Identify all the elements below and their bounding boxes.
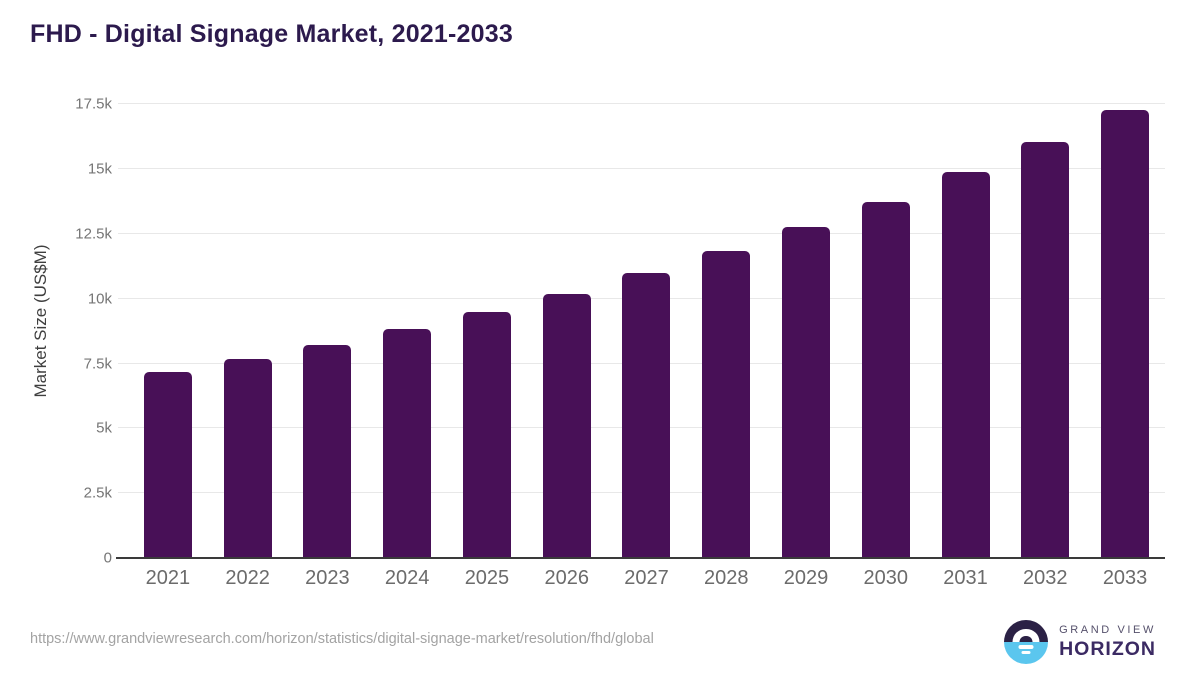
bar-2021: [143, 371, 192, 558]
bar-2027: [622, 273, 671, 558]
x-tick-label: 2024: [384, 567, 430, 589]
gridline: [118, 168, 1165, 170]
brand-logo: GRAND VIEW HORIZON: [1004, 620, 1156, 664]
bar-2030: [861, 201, 910, 558]
gridline: [118, 103, 1165, 105]
x-tick-label: 2029: [783, 567, 829, 589]
chart-title: FHD - Digital Signage Market, 2021-2033: [30, 20, 513, 48]
gridline: [118, 233, 1165, 235]
x-tick-label: 2023: [305, 567, 350, 589]
y-tick-label: 5k: [96, 419, 112, 437]
y-tick-label: 12.5k: [75, 225, 112, 243]
y-tick-label: 10k: [87, 290, 112, 308]
x-tick-label: 2021: [145, 567, 191, 589]
x-tick-label: 2031: [943, 567, 988, 589]
x-tick-label: 2026: [544, 567, 589, 589]
bar-2026: [542, 293, 591, 558]
bar-2022: [223, 358, 272, 558]
y-tick-label: 2.5k: [83, 484, 112, 502]
bar-2029: [782, 227, 830, 558]
x-tick-label: 2022: [225, 567, 270, 589]
x-tick-label: 2025: [464, 567, 510, 589]
x-tick-label: 2032: [1023, 567, 1068, 589]
logo-product-name: HORIZON: [1059, 637, 1156, 660]
plot-area: [116, 85, 1165, 559]
logo-text: GRAND VIEW HORIZON: [1059, 623, 1156, 660]
x-tick-label: 2033: [1102, 567, 1148, 589]
bar-2033: [1101, 109, 1150, 558]
source-url: https://www.grandviewresearch.com/horizo…: [30, 631, 654, 647]
y-tick-labels: 0 2.5k 5k 7.5k 10k 12.5k 15k 17.5k: [0, 85, 112, 567]
x-axis-line: [116, 557, 1165, 559]
bar-2024: [383, 328, 432, 558]
bars-container: [128, 85, 1165, 558]
y-tick-label: 0: [103, 549, 112, 567]
x-tick-label: 2027: [624, 567, 669, 589]
x-tick-label: 2028: [703, 567, 749, 589]
bar-2025: [462, 311, 511, 558]
y-tick-label: 17.5k: [75, 95, 112, 113]
bar-2028: [702, 251, 751, 558]
y-tick-label: 7.5k: [83, 355, 112, 373]
horizon-sunrise-icon: [1004, 620, 1049, 664]
bar-2032: [1021, 142, 1070, 558]
x-tick-label: 2030: [863, 567, 909, 589]
y-tick-label: 15k: [87, 160, 112, 178]
bar-2023: [303, 344, 352, 558]
x-tick-labels: 2021 2022 2023 2024 2025 2026 2027 2028 2029 2030…: [128, 567, 1165, 590]
bar-2031: [941, 172, 990, 558]
logo-brand-name: GRAND VIEW: [1059, 623, 1156, 636]
